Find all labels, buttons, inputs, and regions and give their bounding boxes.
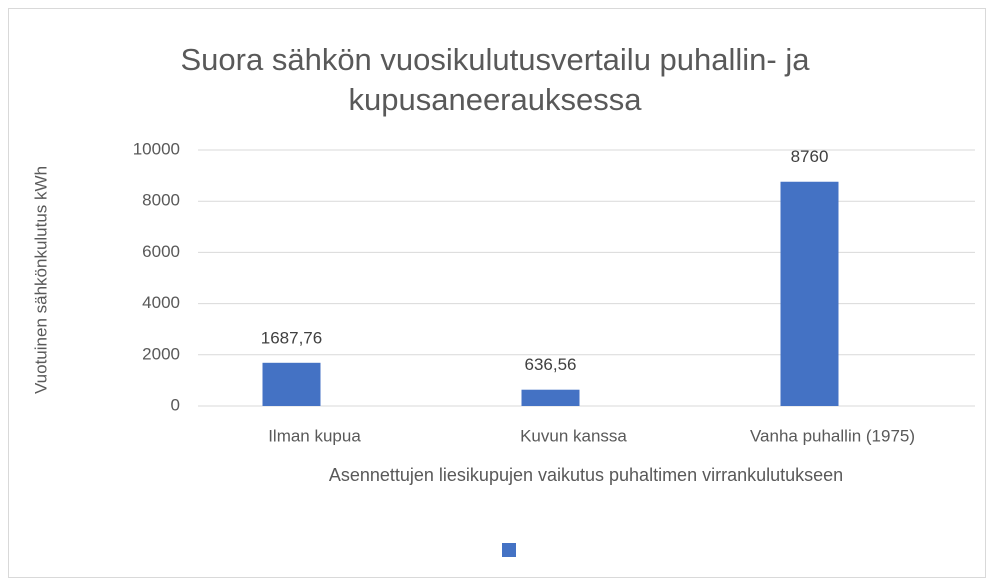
legend-swatch (502, 543, 516, 557)
data-label: 636,56 (525, 355, 577, 374)
y-tick-label: 8000 (142, 191, 180, 210)
x-tick-label: Ilman kupua (268, 426, 361, 445)
x-tick-label: Vanha puhallin (1975) (750, 426, 915, 445)
y-tick-label: 6000 (142, 242, 180, 261)
data-label: 8760 (791, 147, 829, 166)
bar (262, 362, 321, 406)
y-tick-label: 2000 (142, 344, 180, 363)
x-tick-label: Kuvun kanssa (520, 426, 627, 445)
y-tick-label: 0 (171, 395, 180, 414)
data-label: 1687,76 (261, 328, 322, 347)
chart-title: Suora sähkön vuosikulutusvertailu puhall… (180, 42, 810, 117)
y-tick-label: 10000 (133, 139, 180, 158)
y-axis-title: Vuotuinen sähkönkulutus kWh (31, 166, 50, 394)
bar (521, 389, 580, 406)
bar (780, 181, 839, 406)
y-tick-label: 4000 (142, 293, 180, 312)
x-axis-title: Asennettujen liesikupujen vaikutus puhal… (329, 465, 843, 485)
